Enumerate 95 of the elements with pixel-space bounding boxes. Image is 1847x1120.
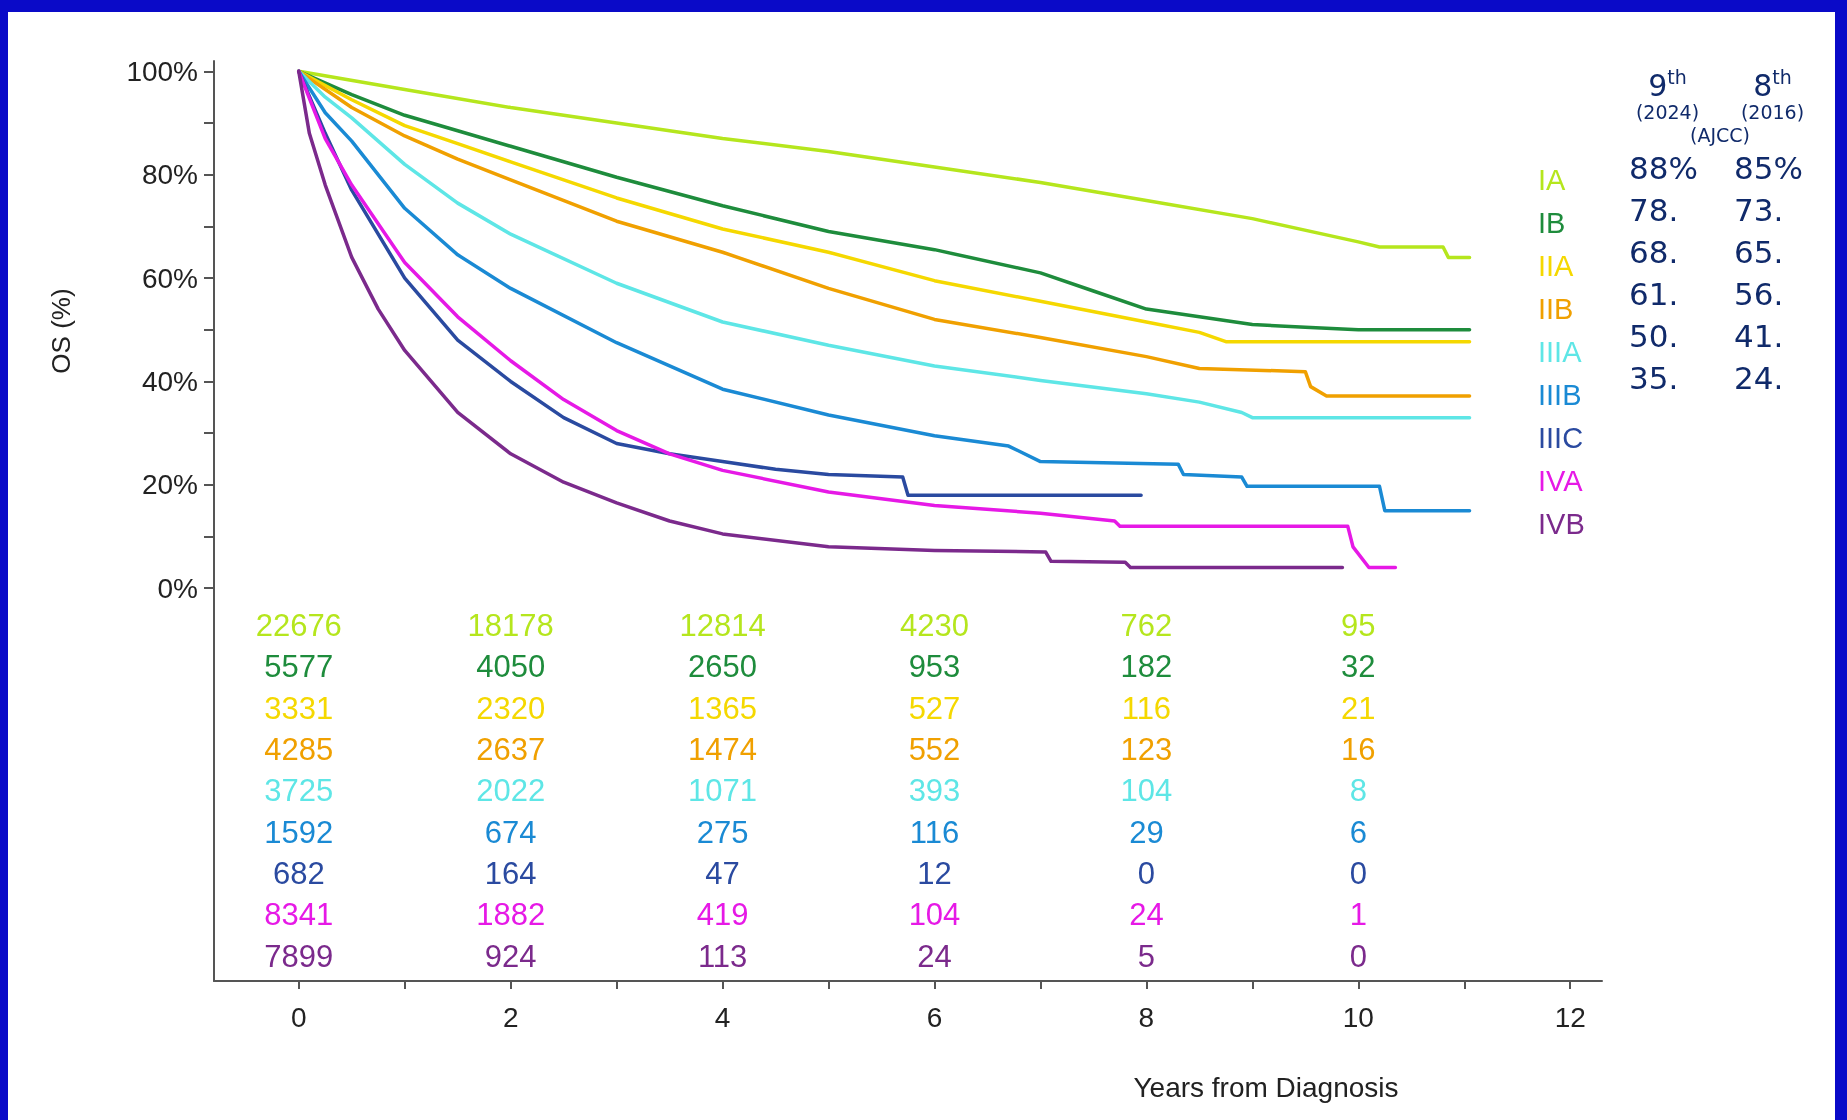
annotation: 21	[1341, 690, 1376, 726]
annotation: 4230	[900, 607, 969, 643]
x-axis-title: Years from Diagnosis	[1133, 1071, 1399, 1103]
annotation: 12	[917, 855, 952, 891]
annotation: 47	[705, 855, 740, 891]
annotation: 527	[908, 690, 961, 726]
annotation: 674	[484, 814, 537, 850]
annotation: 2650	[688, 649, 758, 685]
annotation: 29	[1129, 814, 1164, 850]
text: 56.	[1733, 275, 1785, 314]
annotation: 116	[909, 814, 960, 850]
text: 41.	[1733, 317, 1785, 356]
text: IB	[1538, 206, 1566, 239]
text: 61.	[1628, 275, 1680, 314]
annotation: 104	[908, 897, 961, 933]
annotation: 116	[1121, 690, 1172, 726]
annotation: 2022	[476, 773, 546, 809]
text: IIIB	[1538, 378, 1582, 411]
text: (2016)	[1739, 101, 1806, 123]
annotation: 2637	[476, 731, 546, 767]
text: 68.	[1628, 233, 1680, 272]
annotation: 182	[1120, 649, 1173, 685]
text: IIA	[1538, 249, 1575, 282]
y-tick-label: 60%	[141, 262, 198, 294]
annotation: 3331	[264, 690, 334, 726]
annotation: 0	[1137, 855, 1156, 891]
text: 35.	[1628, 359, 1680, 398]
y-tick-label: 0%	[157, 572, 198, 604]
y-tick-label: 20%	[141, 469, 198, 501]
annotation: 0	[1349, 855, 1367, 891]
text: (AJCC)	[1689, 123, 1751, 147]
text: IVB	[1538, 507, 1585, 540]
x-tick-label: 12	[1554, 1001, 1586, 1033]
annotation: 953	[908, 649, 961, 685]
text: (2024)	[1634, 101, 1701, 123]
annotation: 95	[1341, 607, 1376, 643]
annotation: 4050	[476, 649, 546, 685]
text: 24.	[1733, 359, 1785, 398]
annotation: 5	[1137, 938, 1156, 974]
x-tick-label: 4	[714, 1001, 731, 1033]
annotation: 762	[1120, 607, 1173, 643]
annotation: 8341	[264, 897, 334, 933]
annotation: 1365	[688, 690, 758, 726]
annotation: 0	[1349, 938, 1367, 974]
annotation: 4285	[264, 731, 334, 767]
text: 8$^{th}$	[1752, 65, 1793, 103]
text: 85%	[1733, 149, 1804, 188]
annotation: 104	[1120, 773, 1173, 809]
annotation: 8	[1349, 773, 1367, 809]
annotation: 1071	[688, 773, 758, 809]
y-tick-label: 80%	[141, 159, 198, 191]
annotation: 113	[697, 938, 748, 974]
annotation: 24	[917, 938, 952, 974]
annotation: 7899	[264, 938, 334, 974]
annotation: 275	[696, 814, 749, 850]
x-tick-label: 0	[290, 1001, 307, 1033]
text: 88%	[1628, 149, 1699, 188]
text: 50.	[1628, 317, 1680, 356]
text: IA	[1538, 163, 1567, 196]
text: IIIA	[1538, 335, 1583, 368]
annotation: 3725	[264, 773, 334, 809]
annotation: 12814	[679, 607, 766, 643]
text: 9$^{th}$	[1647, 65, 1688, 103]
annotation: 1592	[264, 814, 334, 850]
text: 78.	[1628, 191, 1680, 230]
annotation: 1	[1349, 897, 1367, 933]
annotation: 419	[696, 897, 749, 933]
annotation: 164	[484, 855, 537, 891]
text: IVA	[1538, 464, 1584, 497]
x-tick-label: 8	[1138, 1001, 1155, 1033]
text: 73.	[1733, 191, 1785, 230]
annotation: 16	[1341, 731, 1376, 767]
x-tick-label: 6	[926, 1001, 943, 1033]
annotation: 32	[1341, 649, 1376, 685]
text: IIB	[1538, 292, 1574, 325]
text: 65.	[1733, 233, 1785, 272]
annotation: 6	[1349, 814, 1367, 850]
annotation: 924	[484, 938, 537, 974]
y-tick-label: 100%	[126, 55, 198, 87]
text: IIIC	[1538, 421, 1584, 454]
annotation: 123	[1120, 731, 1173, 767]
annotation: 682	[272, 855, 325, 891]
x-tick-label: 10	[1342, 1001, 1374, 1033]
annotation: 1474	[688, 731, 758, 767]
annotation: 18178	[467, 607, 554, 643]
y-axis-title: OS (%)	[46, 288, 76, 374]
y-tick-label: 40%	[141, 365, 198, 397]
annotation: 552	[908, 731, 961, 767]
annotation: 24	[1129, 897, 1164, 933]
annotation: 22676	[255, 607, 342, 643]
annotation: 5577	[264, 649, 334, 685]
x-tick-label: 2	[502, 1001, 519, 1033]
annotation: 1882	[476, 897, 546, 933]
annotation: 2320	[476, 690, 546, 726]
annotation: 393	[908, 773, 961, 809]
